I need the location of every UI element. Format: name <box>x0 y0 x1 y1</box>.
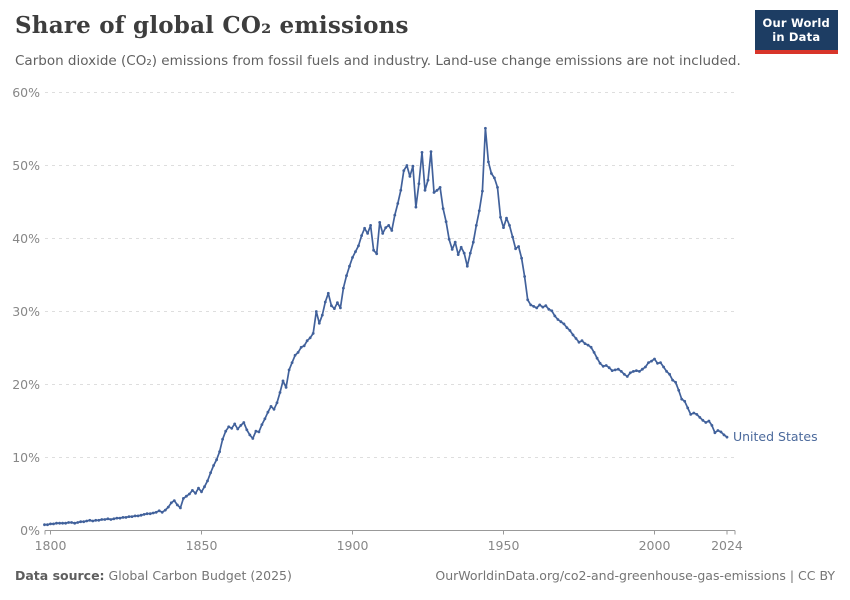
y-axis-tick-label: 30% <box>12 303 40 319</box>
owid-logo[interactable]: Our World in Data <box>754 10 838 54</box>
chart-title: Share of global CO₂ emissions <box>15 12 409 39</box>
footer-link[interactable]: OurWorldinData.org/co2-and-greenhouse-ga… <box>435 568 835 583</box>
line-chart[interactable]: 0% 10% 20% 30% 40% 50% 60% 1800 1850 1900 1950 2000… <box>0 80 850 560</box>
x-axis-tick-label: 2024 <box>711 537 743 553</box>
x-axis-tick-label: 1950 <box>487 537 520 553</box>
plot-svg <box>43 92 736 535</box>
y-axis-tick-label: 0% <box>20 522 40 538</box>
data-source-label: Data source: <box>15 568 105 583</box>
x-axis-tick-label: 1850 <box>185 537 218 553</box>
x-axis-tick-label: 2000 <box>638 537 671 553</box>
chart-subtitle: Carbon dioxide (CO₂) emissions from foss… <box>15 53 741 69</box>
y-axis-tick-label: 10% <box>12 449 40 465</box>
data-source-value: Global Carbon Budget (2025) <box>104 568 292 583</box>
y-axis-tick-label: 50% <box>12 157 40 173</box>
owid-logo-line2: in Data <box>772 30 821 45</box>
owid-logo-line1: Our World <box>762 16 830 30</box>
x-axis-tick-label: 1800 <box>34 537 67 553</box>
y-axis-tick-label: 20% <box>12 376 40 392</box>
x-axis-tick-label: 1900 <box>336 537 369 553</box>
chart-footer: Data source: Global Carbon Budget (2025)… <box>15 568 835 583</box>
y-axis-tick-label: 60% <box>12 84 40 100</box>
series-end-label[interactable]: United States <box>732 429 818 445</box>
y-axis-tick-label: 40% <box>12 230 40 246</box>
data-source: Data source: Global Carbon Budget (2025) <box>15 568 292 583</box>
